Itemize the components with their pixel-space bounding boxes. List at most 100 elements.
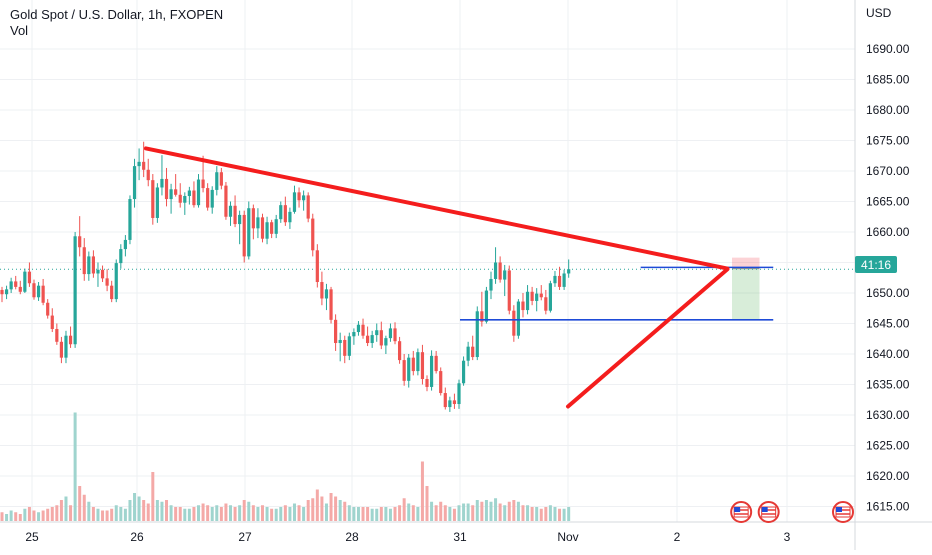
volume-bar	[101, 510, 105, 521]
candle-body	[493, 262, 498, 279]
volume-bar	[183, 508, 187, 521]
candle-body	[461, 360, 466, 384]
candle-body	[416, 352, 420, 372]
candle-body	[238, 214, 242, 225]
candle-body	[9, 281, 13, 290]
volume-bar	[375, 508, 379, 521]
volume-bar	[59, 500, 63, 521]
price-axis[interactable]: 1690.00 1685.00 1680.00 1675.00 1670.00 1665.…	[866, 42, 910, 514]
candle-body	[557, 275, 562, 287]
drawings[interactable]	[144, 146, 774, 409]
volume-bar	[64, 496, 68, 521]
volume-bar	[402, 498, 406, 521]
price-tick-label: 1650.00	[866, 286, 910, 300]
volume-bar	[105, 510, 109, 521]
volume-bar	[471, 505, 475, 521]
candle-body	[270, 222, 274, 234]
candle-body	[110, 285, 114, 300]
volume-bar	[37, 512, 41, 521]
candle-body	[260, 217, 265, 239]
price-tick-label: 1640.00	[866, 347, 910, 361]
volume-bar	[133, 493, 137, 521]
volume-bar	[521, 505, 525, 521]
time-tick-label: 25	[25, 530, 39, 544]
countdown-label: 41:16	[861, 258, 891, 272]
volume-bar	[146, 503, 150, 521]
volume-bar	[187, 508, 191, 521]
volume-bar	[260, 505, 264, 521]
candle-body	[27, 271, 32, 284]
candle-body	[397, 341, 402, 361]
candle-body	[196, 179, 201, 206]
volume-bar	[356, 507, 360, 521]
volume-bar	[530, 507, 534, 521]
candle-body	[379, 330, 383, 346]
candle-body	[466, 346, 470, 361]
volume-bar	[462, 503, 466, 521]
candle-body	[338, 339, 342, 344]
candle-body	[87, 256, 91, 275]
volume-bar	[393, 507, 397, 521]
volume-bar	[256, 507, 260, 521]
volume-bar	[484, 500, 488, 521]
price-tick-label: 1625.00	[866, 439, 910, 453]
candle-body	[251, 208, 255, 229]
volume-bar	[142, 500, 146, 521]
economic-events[interactable]	[730, 501, 854, 523]
volume-bar	[160, 501, 164, 521]
trendline	[144, 146, 730, 271]
volume-bar	[27, 507, 31, 521]
symbol-title[interactable]: Gold Spot / U.S. Dollar, 1h, FXOPEN	[10, 7, 224, 22]
volume-bar	[324, 503, 328, 521]
candle-body	[343, 339, 347, 356]
candle-body	[183, 196, 187, 203]
volume-bar	[448, 507, 452, 521]
volume-bar	[265, 507, 269, 521]
candle-body	[46, 302, 50, 316]
volume-bar	[498, 503, 502, 521]
candle-body	[174, 189, 178, 195]
price-tick-label: 1675.00	[866, 134, 910, 148]
candle-body	[384, 338, 388, 346]
volume-bar	[434, 505, 438, 521]
candle-body	[544, 297, 548, 311]
candle-body	[288, 211, 292, 223]
volume-bar	[379, 507, 383, 521]
volume-bar	[548, 505, 552, 521]
time-axis[interactable]: 25 26 27 28 31 Nov 2 3	[25, 530, 790, 544]
volume-bar	[288, 507, 292, 521]
volume-label[interactable]: Vol	[10, 23, 29, 38]
volume-bar	[334, 496, 338, 521]
volume-bar	[292, 503, 296, 521]
price-tick-label: 1660.00	[866, 225, 910, 239]
time-tick-label: 26	[130, 530, 144, 544]
candle-body	[297, 192, 301, 201]
candle-body	[457, 383, 461, 405]
candle-body	[256, 217, 260, 229]
candle-body	[521, 301, 525, 311]
candle-body	[512, 310, 516, 336]
candle-body	[370, 335, 374, 344]
time-tick-label: 31	[453, 530, 467, 544]
volume-bar	[343, 501, 347, 521]
candle-body	[393, 328, 397, 342]
volume-bar	[174, 507, 178, 521]
volume-bar	[352, 507, 356, 521]
candle-body	[507, 270, 511, 311]
candle-body	[0, 289, 4, 295]
volume-bar	[311, 498, 315, 521]
candle-body	[64, 335, 68, 358]
volume-bar	[370, 508, 374, 521]
candle-body	[539, 293, 543, 298]
candle-body	[484, 290, 489, 322]
price-tick-label: 1670.00	[866, 164, 910, 178]
volume-bar	[329, 493, 333, 521]
us-flag-event-icon	[832, 501, 854, 523]
candle-body	[187, 190, 191, 197]
volume-bar	[73, 412, 77, 521]
volume-bar	[361, 507, 365, 521]
long-position-tool[interactable]	[732, 257, 760, 320]
volume-bar	[96, 508, 100, 521]
candle-body	[489, 278, 493, 291]
